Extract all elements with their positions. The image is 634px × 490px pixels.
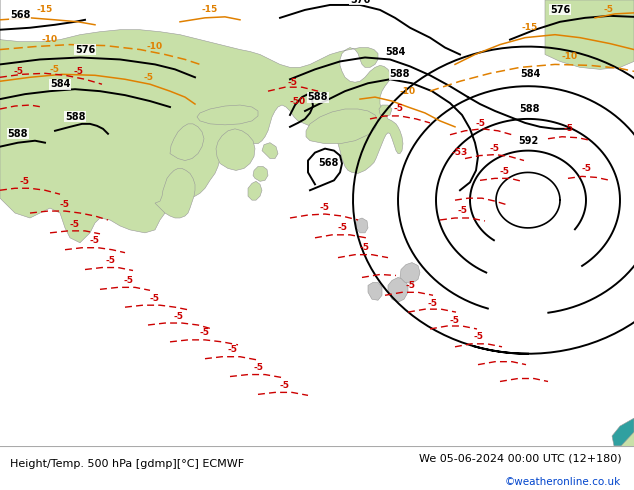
Text: -5: -5 [50, 65, 60, 74]
Text: -5: -5 [287, 78, 297, 87]
Text: -5: -5 [563, 124, 573, 133]
Text: -10: -10 [562, 52, 578, 61]
Text: -5: -5 [90, 236, 100, 245]
Text: Height/Temp. 500 hPa [gdmp][°C] ECMWF: Height/Temp. 500 hPa [gdmp][°C] ECMWF [10, 459, 243, 468]
Polygon shape [216, 129, 255, 171]
Text: 568: 568 [10, 10, 30, 20]
Text: 588: 588 [8, 129, 29, 139]
Text: 584: 584 [520, 69, 540, 79]
Polygon shape [620, 431, 634, 446]
Polygon shape [155, 169, 195, 218]
Text: -5: -5 [73, 67, 83, 76]
Polygon shape [368, 282, 382, 300]
Text: -5: -5 [70, 220, 80, 229]
Text: 592: 592 [518, 136, 538, 146]
Text: -53: -53 [452, 148, 468, 157]
Text: 588: 588 [307, 92, 328, 102]
Text: -5: -5 [474, 332, 484, 342]
Text: -5: -5 [475, 120, 485, 128]
Text: -5: -5 [450, 316, 460, 324]
Text: -5: -5 [253, 363, 263, 372]
Text: -5: -5 [499, 167, 509, 176]
Text: -5: -5 [603, 5, 613, 14]
Text: -5: -5 [20, 177, 30, 186]
Text: We 05-06-2024 00:00 UTC (12+180): We 05-06-2024 00:00 UTC (12+180) [418, 453, 621, 463]
Polygon shape [379, 105, 392, 117]
Text: -5: -5 [173, 312, 183, 320]
Text: -5: -5 [227, 345, 237, 354]
Text: -5: -5 [13, 67, 23, 76]
Text: 576: 576 [75, 45, 95, 54]
Text: 588: 588 [390, 69, 410, 79]
Text: -10: -10 [42, 35, 58, 44]
Text: 576: 576 [550, 5, 570, 15]
Text: -5: -5 [405, 281, 415, 290]
Text: -5: -5 [360, 243, 370, 252]
Text: -5: -5 [123, 276, 133, 285]
Polygon shape [0, 0, 403, 243]
Text: -50: -50 [290, 97, 306, 105]
Text: -15: -15 [37, 5, 53, 14]
Text: -5: -5 [337, 223, 347, 232]
Text: -15: -15 [202, 5, 218, 14]
Polygon shape [388, 277, 408, 302]
Polygon shape [170, 124, 204, 161]
Polygon shape [306, 109, 378, 144]
Text: 584: 584 [50, 79, 70, 89]
Text: -5: -5 [60, 199, 70, 209]
Text: -5: -5 [320, 202, 330, 212]
Text: -5: -5 [280, 381, 290, 390]
Text: 588: 588 [65, 112, 85, 122]
Text: -5: -5 [105, 256, 115, 265]
Polygon shape [545, 0, 634, 70]
Polygon shape [612, 418, 634, 446]
Polygon shape [248, 181, 262, 200]
Text: ©weatheronline.co.uk: ©weatheronline.co.uk [505, 477, 621, 487]
Polygon shape [356, 218, 368, 233]
Text: -10: -10 [147, 42, 163, 51]
Text: -5: -5 [489, 144, 499, 153]
Text: 588: 588 [520, 104, 540, 114]
Text: 576: 576 [350, 0, 370, 5]
Polygon shape [197, 105, 258, 125]
Text: -5: -5 [143, 73, 153, 82]
Text: -15: -15 [522, 23, 538, 32]
Text: -5: -5 [150, 294, 160, 303]
Text: -10: -10 [400, 87, 416, 96]
Polygon shape [262, 143, 278, 159]
Polygon shape [400, 263, 420, 283]
Text: -5: -5 [393, 104, 403, 114]
Text: -5: -5 [427, 299, 437, 308]
Text: -5: -5 [457, 206, 467, 215]
Text: -5: -5 [200, 328, 210, 338]
Text: 568: 568 [318, 157, 338, 168]
Text: 584: 584 [385, 47, 405, 56]
Text: -5: -5 [581, 164, 591, 173]
Polygon shape [253, 167, 268, 181]
